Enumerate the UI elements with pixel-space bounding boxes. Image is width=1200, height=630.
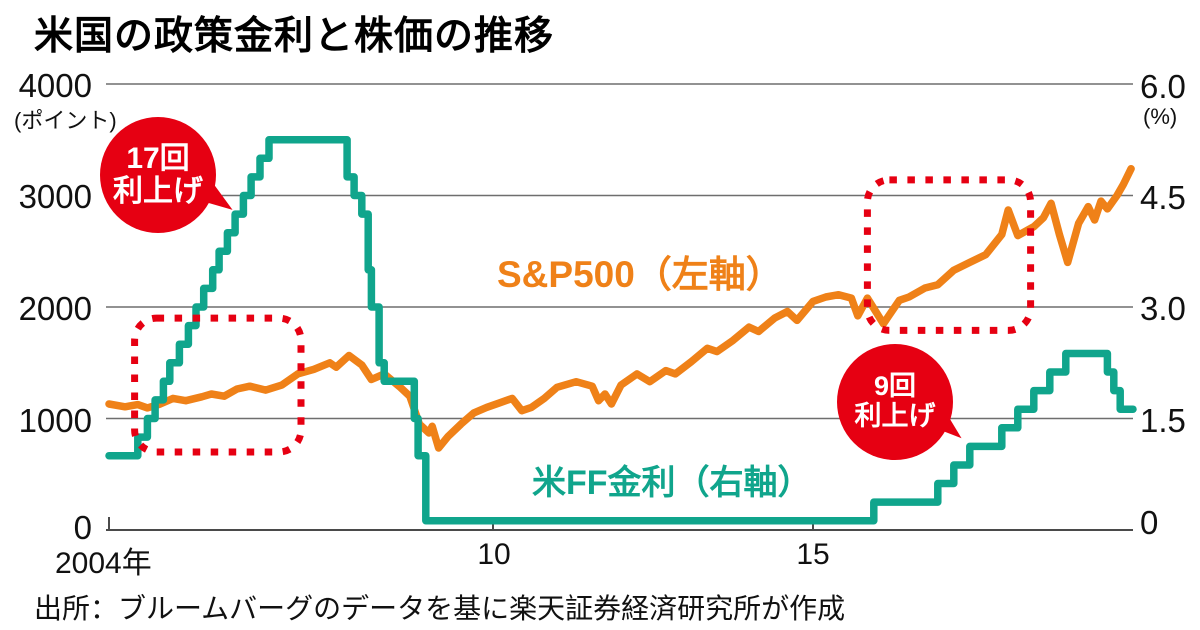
left-axis-tick-0: 0	[73, 509, 92, 546]
bubble-9-line2: 利上げ	[854, 401, 936, 431]
annotation-bubble-9-hikes: 9回 利上げ	[837, 344, 953, 460]
bubble-9-line1: 9回	[873, 371, 917, 402]
left-axis-tick-3000: 3000	[18, 178, 92, 215]
source-note: 出所：ブルームバーグのデータを基に楽天証券経済研究所が作成	[34, 593, 846, 624]
bubble-17-line2: 利上げ	[113, 175, 203, 208]
page-title: 米国の政策金利と株価の推移	[34, 15, 555, 58]
x-axis-label-2004: 2004年	[55, 547, 152, 580]
right-axis-tick-0: 0	[1140, 504, 1159, 541]
bubble-17-line1: 17回	[126, 142, 190, 175]
sp500-series-label: S&P500（左軸）	[497, 254, 783, 295]
right-axis-tick-6: 6.0	[1140, 68, 1186, 105]
left-axis-tick-2000: 2000	[18, 290, 92, 327]
right-axis-tick-1-5: 1.5	[1140, 402, 1186, 439]
left-axis-tick-1000: 1000	[18, 402, 92, 439]
highlight-box-1	[131, 314, 305, 456]
right-axis-tick-4-5: 4.5	[1140, 179, 1186, 216]
highlight-box-2	[863, 176, 1035, 334]
right-axis-tick-3: 3.0	[1140, 290, 1186, 327]
annotation-bubble-17-hikes: 17回 利上げ	[100, 117, 216, 233]
left-axis-tick-4000: 4000	[18, 67, 92, 104]
ff-rate-series-label: 米FF金利（右軸）	[532, 464, 812, 502]
sp500-line	[105, 164, 1135, 452]
right-axis-unit: (%)	[1143, 104, 1178, 129]
left-axis-unit: (ポイント)	[14, 108, 117, 133]
x-axis-label-2015: 15	[796, 538, 830, 571]
ff-rate-line	[105, 136, 1137, 525]
x-axis-label-2010: 10	[477, 538, 511, 571]
